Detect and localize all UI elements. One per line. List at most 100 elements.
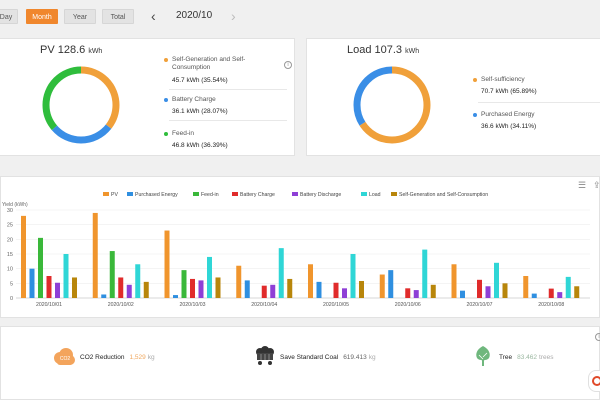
legend-label[interactable]: Purchased Energy — [135, 192, 178, 198]
bar[interactable] — [485, 286, 491, 298]
bar[interactable] — [388, 270, 394, 298]
legend-swatch[interactable] — [232, 192, 238, 196]
bar[interactable] — [55, 282, 60, 298]
bar[interactable] — [333, 282, 339, 298]
bar[interactable] — [494, 262, 499, 298]
bar[interactable] — [38, 237, 43, 298]
x-tick-label: 2020/10/03 — [180, 302, 206, 308]
y-tick-label: 20 — [7, 237, 13, 243]
legend-label[interactable]: Battery Charge — [240, 192, 275, 198]
legend-label[interactable]: Load — [369, 192, 381, 198]
tab-year[interactable]: Year — [64, 9, 96, 24]
bar[interactable] — [63, 254, 69, 298]
legend-label[interactable]: PV — [111, 192, 118, 198]
stat-value: 83.462 — [517, 354, 538, 361]
floating-help-button[interactable] — [588, 370, 600, 392]
bar[interactable] — [287, 278, 293, 298]
legend-label[interactable]: Self-Generation and Self-Consumption — [399, 192, 488, 198]
info-icon[interactable]: i — [595, 333, 600, 341]
info-icon[interactable]: i — [284, 61, 292, 69]
bar[interactable] — [72, 277, 77, 298]
legend-swatch[interactable] — [193, 192, 199, 196]
bar[interactable] — [101, 294, 107, 298]
legend-value: 46.8 kWh (36.39%) — [172, 142, 228, 149]
legend-label[interactable]: Feed-in — [201, 192, 219, 198]
stat-unit: kg — [368, 354, 376, 361]
bar[interactable] — [173, 295, 178, 298]
period-label: 2020/10 — [176, 10, 213, 21]
bar[interactable] — [308, 264, 313, 298]
dot-icon — [164, 98, 168, 102]
bar[interactable] — [181, 270, 187, 298]
bar[interactable] — [531, 293, 537, 298]
x-tick-label: 2020/10/06 — [395, 302, 421, 308]
bar[interactable] — [350, 254, 356, 298]
tree-icon — [476, 346, 490, 366]
legend-swatch[interactable] — [292, 192, 298, 196]
legend-swatch[interactable] — [361, 192, 367, 196]
pv-total-value: PV 128.6 — [40, 44, 86, 56]
bar[interactable] — [557, 292, 563, 298]
bar[interactable] — [460, 290, 465, 298]
bar[interactable] — [109, 251, 115, 298]
bar[interactable] — [270, 284, 276, 298]
tab-month[interactable]: Month — [26, 9, 58, 24]
bar[interactable] — [190, 278, 195, 298]
bar[interactable] — [548, 288, 554, 298]
bar[interactable] — [198, 280, 204, 298]
dot-icon — [164, 58, 168, 62]
bar[interactable] — [92, 212, 98, 298]
bar[interactable] — [46, 276, 52, 298]
bar[interactable] — [359, 280, 364, 298]
y-tick-label: 0 — [10, 296, 13, 302]
export-icon[interactable]: ⇪ — [593, 180, 600, 190]
bar[interactable] — [164, 230, 170, 298]
y-axis-label: Yield (kWh) — [2, 202, 28, 208]
bar[interactable] — [523, 276, 529, 298]
bar[interactable] — [21, 215, 26, 298]
bar[interactable] — [29, 268, 35, 298]
bar[interactable] — [126, 284, 132, 298]
bar[interactable] — [135, 264, 141, 298]
cloud-icon: CO2 — [54, 348, 75, 365]
bar[interactable] — [413, 290, 419, 298]
bar[interactable] — [477, 279, 482, 298]
bar[interactable] — [379, 274, 385, 298]
legend-label: Feed-in — [172, 130, 195, 137]
standard-coal-stat: Save Standard Coal 619.413 kg — [280, 353, 376, 363]
bar[interactable] — [565, 276, 571, 298]
legend-value: 36.1 kWh (28.07%) — [172, 108, 228, 115]
load-total-value: Load 107.3 — [347, 44, 403, 56]
bar[interactable] — [316, 281, 322, 298]
prev-period-button[interactable]: ‹ — [151, 8, 156, 24]
y-tick-label: 25 — [7, 223, 13, 229]
bar[interactable] — [236, 265, 242, 298]
bar[interactable] — [244, 280, 250, 298]
bar[interactable] — [278, 248, 284, 298]
bar[interactable] — [502, 283, 508, 298]
legend-swatch[interactable] — [391, 192, 397, 196]
bar[interactable] — [118, 277, 124, 298]
legend-swatch[interactable] — [103, 192, 109, 196]
bar[interactable] — [430, 284, 436, 298]
bar[interactable] — [574, 286, 580, 298]
bar[interactable] — [405, 288, 411, 298]
bar[interactable] — [207, 256, 212, 298]
tab-total[interactable]: Total — [102, 9, 134, 24]
next-period-button[interactable]: › — [231, 8, 236, 24]
bar[interactable] — [261, 285, 267, 298]
bar[interactable] — [451, 264, 457, 298]
bar[interactable] — [143, 281, 149, 298]
bar[interactable] — [215, 277, 221, 298]
bar[interactable] — [422, 249, 428, 298]
tab-day[interactable]: Day — [0, 9, 18, 24]
stat-name: Save Standard Coal — [280, 354, 339, 361]
legend-label: Self-sufficiency — [481, 76, 525, 83]
bar[interactable] — [342, 288, 347, 298]
legend-label[interactable]: Battery Discharge — [300, 192, 341, 198]
list-view-icon[interactable]: ☰ — [578, 180, 587, 190]
donut-segment-1 — [353, 66, 431, 144]
top-toolbar: Day Month Year Total ‹ 2020/10 › — [0, 0, 600, 34]
legend-swatch[interactable] — [127, 192, 133, 196]
energy-bar-chart-card: ☰ ⇪ — [0, 176, 600, 318]
